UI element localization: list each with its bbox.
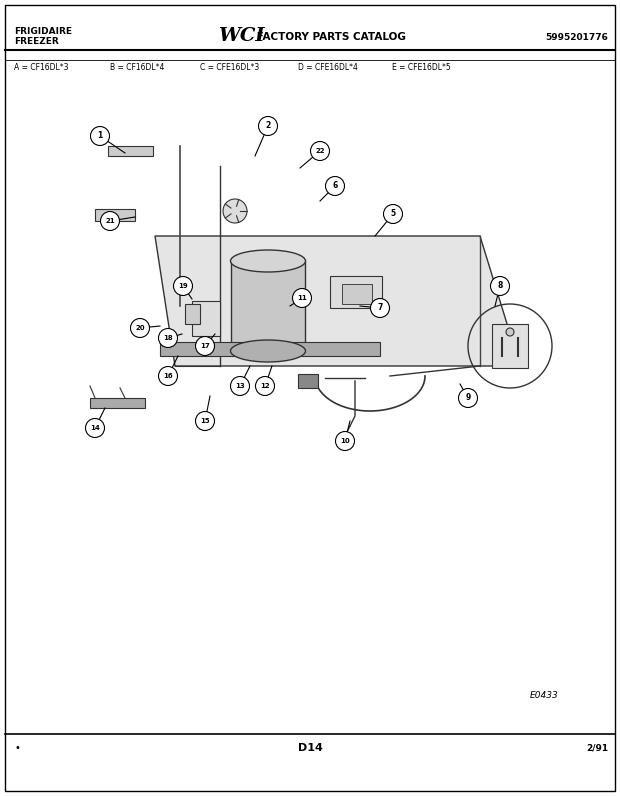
Circle shape [91,127,110,146]
Bar [231,261,306,351]
Bar [342,284,372,304]
Text: 5: 5 [391,209,396,218]
Bar [160,342,380,356]
Circle shape [159,366,177,385]
Text: A = CF16DL*3: A = CF16DL*3 [14,63,68,72]
Text: FREEZER: FREEZER [14,37,59,46]
Circle shape [223,199,247,223]
Text: FRIGIDAIRE: FRIGIDAIRE [14,28,72,37]
Circle shape [259,116,278,135]
Text: E0433: E0433 [530,692,559,700]
Ellipse shape [231,250,306,272]
Bar [330,276,382,308]
Text: •: • [14,743,20,753]
Text: C = CFE16DL*3: C = CFE16DL*3 [200,63,259,72]
Text: WCI: WCI [218,27,265,45]
Circle shape [174,276,192,295]
Circle shape [506,328,514,336]
Circle shape [130,318,149,338]
Bar [192,301,220,336]
Text: 17: 17 [200,343,210,349]
Text: 1: 1 [97,131,103,141]
Text: 19: 19 [178,283,188,289]
Text: 8: 8 [497,282,503,291]
Text: B = CF16DL*4: B = CF16DL*4 [110,63,164,72]
Circle shape [195,337,215,356]
Text: FACTORY PARTS CATALOG: FACTORY PARTS CATALOG [253,32,406,42]
Circle shape [384,205,402,224]
Circle shape [326,177,345,196]
Circle shape [490,276,510,295]
Text: 2: 2 [265,122,270,131]
Text: D14: D14 [298,743,322,753]
Circle shape [195,412,215,431]
Text: 5995201776: 5995201776 [545,33,608,41]
Circle shape [311,142,329,161]
Text: 11: 11 [297,295,307,301]
Text: 2/91: 2/91 [586,743,608,752]
Circle shape [100,212,120,231]
Circle shape [159,329,177,348]
Circle shape [459,388,477,408]
Text: 21: 21 [105,218,115,224]
Text: 20: 20 [135,325,145,331]
Circle shape [86,419,105,438]
Text: 13: 13 [235,383,245,389]
Bar [90,398,145,408]
Circle shape [293,288,311,307]
Text: 18: 18 [163,335,173,341]
Text: 10: 10 [340,438,350,444]
Bar [298,374,318,388]
Circle shape [231,377,249,396]
Circle shape [371,298,389,318]
Ellipse shape [231,340,306,362]
Text: 15: 15 [200,418,210,424]
Text: 7: 7 [378,303,383,313]
Text: 9: 9 [466,393,471,403]
Circle shape [255,377,275,396]
Text: E = CFE16DL*5: E = CFE16DL*5 [392,63,451,72]
Polygon shape [155,236,520,366]
Text: 16: 16 [163,373,173,379]
Text: 6: 6 [332,181,338,190]
Text: 14: 14 [90,425,100,431]
Text: D = CFE16DL*4: D = CFE16DL*4 [298,63,358,72]
Circle shape [335,431,355,451]
Text: 12: 12 [260,383,270,389]
Text: 22: 22 [315,148,325,154]
Bar [95,209,135,221]
Bar [108,146,153,156]
Bar [492,324,528,368]
Bar [185,304,200,324]
